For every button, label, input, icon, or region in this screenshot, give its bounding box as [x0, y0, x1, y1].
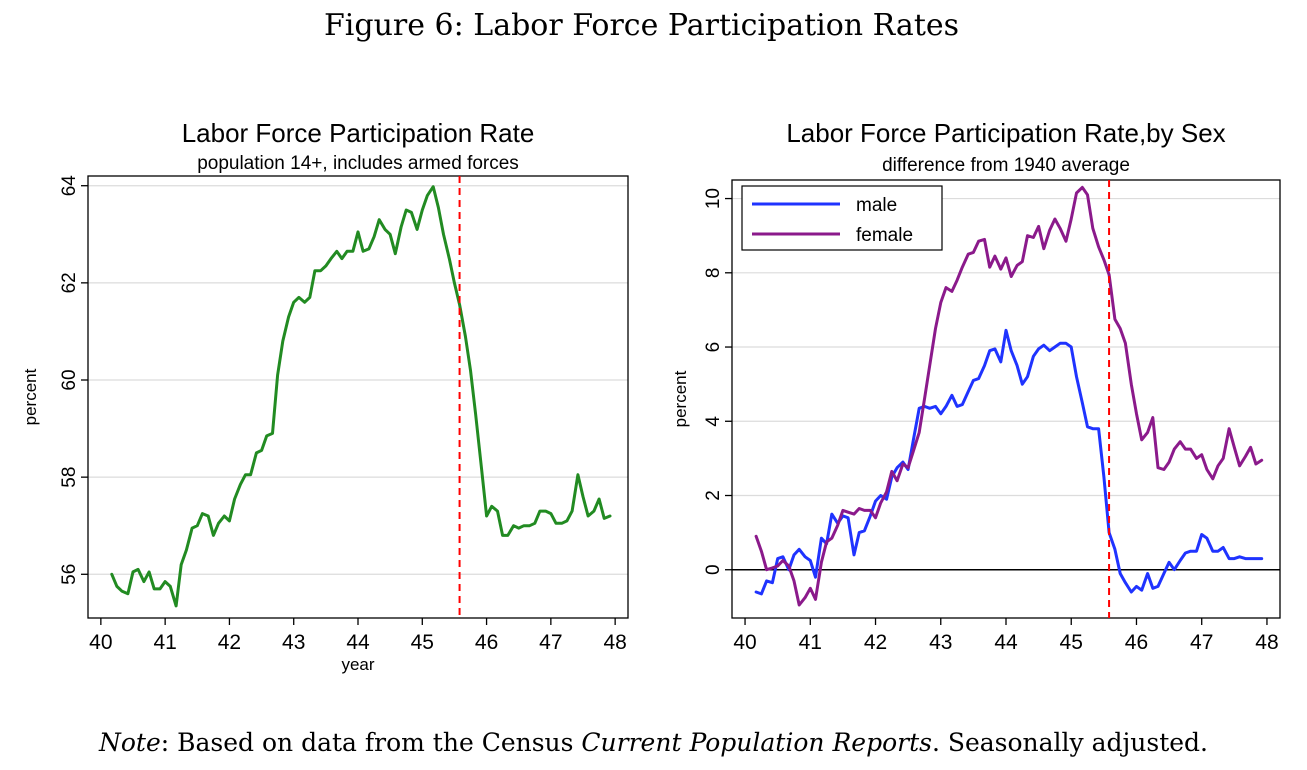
- chart-subtitle: difference from 1940 average: [882, 155, 1130, 176]
- figure-title: Figure 6: Labor Force Participation Rate…: [323, 8, 960, 43]
- x-tick-label: 45: [411, 631, 434, 654]
- y-tick-label: 62: [59, 272, 80, 293]
- x-tick-label: 44: [994, 631, 1018, 654]
- x-axis-label: year: [341, 655, 374, 674]
- x-tick-label: 47: [1190, 631, 1213, 654]
- legend-box: [741, 185, 943, 251]
- overall-participation-chart: Labor Force Participation Rate population…: [21, 118, 629, 674]
- y-tick-label: 4: [703, 416, 724, 427]
- left-chart-panel: Labor Force Participation Rate population…: [0, 110, 650, 690]
- x-tick-label: 47: [539, 631, 562, 654]
- chart-subtitle: population 14+, includes armed forces: [197, 153, 519, 174]
- x-tick-label: 46: [1125, 631, 1148, 654]
- x-tick-label: 41: [799, 631, 822, 654]
- x-tick-label: 41: [153, 631, 176, 654]
- x-tick-label: 43: [929, 631, 952, 654]
- y-tick-label: 6: [703, 342, 724, 353]
- figure-note: Note: Based on data from the Census Curr…: [0, 728, 1307, 757]
- chart-title: Labor Force Participation Rate: [182, 118, 535, 148]
- x-tick-label: 48: [603, 631, 626, 654]
- series-line-male: [754, 328, 1264, 596]
- y-tick-label: 10: [703, 188, 724, 209]
- note-label: Note: [98, 728, 161, 757]
- y-tick-label: 2: [703, 490, 724, 501]
- x-tick-label: 43: [282, 631, 305, 654]
- note-text-1: : Based on data from the Census: [160, 728, 582, 757]
- y-tick-label: 60: [59, 369, 80, 390]
- x-tick-label: 42: [864, 631, 887, 654]
- y-axis-label: percent: [671, 370, 690, 427]
- y-axis-label: percent: [21, 368, 40, 425]
- y-tick-label: 64: [59, 175, 80, 197]
- participation-by-sex-chart: Labor Force Participation Rate,by Sex dif…: [671, 118, 1281, 654]
- x-tick-label: 48: [1255, 631, 1278, 654]
- y-tick-label: 8: [703, 268, 724, 279]
- x-tick-label: 42: [218, 631, 241, 654]
- series-line-female: [754, 185, 1264, 607]
- chart-title: Labor Force Participation Rate,by Sex: [786, 118, 1225, 148]
- x-tick-label: 40: [733, 631, 756, 654]
- plot-frame: [87, 175, 629, 619]
- x-tick-label: 45: [1060, 631, 1083, 654]
- y-tick-label: 58: [59, 467, 80, 488]
- note-source-title: Current Population Reports: [581, 728, 932, 757]
- legend-label-male: male: [856, 195, 897, 216]
- x-tick-label: 40: [89, 631, 112, 654]
- y-tick-label: 0: [703, 564, 724, 575]
- right-chart-panel: Labor Force Participation Rate,by Sex dif…: [650, 110, 1307, 690]
- legend-label-female: female: [856, 225, 913, 246]
- series-line-series-0: [110, 185, 612, 608]
- note-text-2: . Seasonally adjusted.: [931, 728, 1209, 757]
- y-tick-label: 56: [59, 564, 80, 585]
- x-tick-label: 44: [346, 631, 370, 654]
- x-tick-label: 46: [475, 631, 498, 654]
